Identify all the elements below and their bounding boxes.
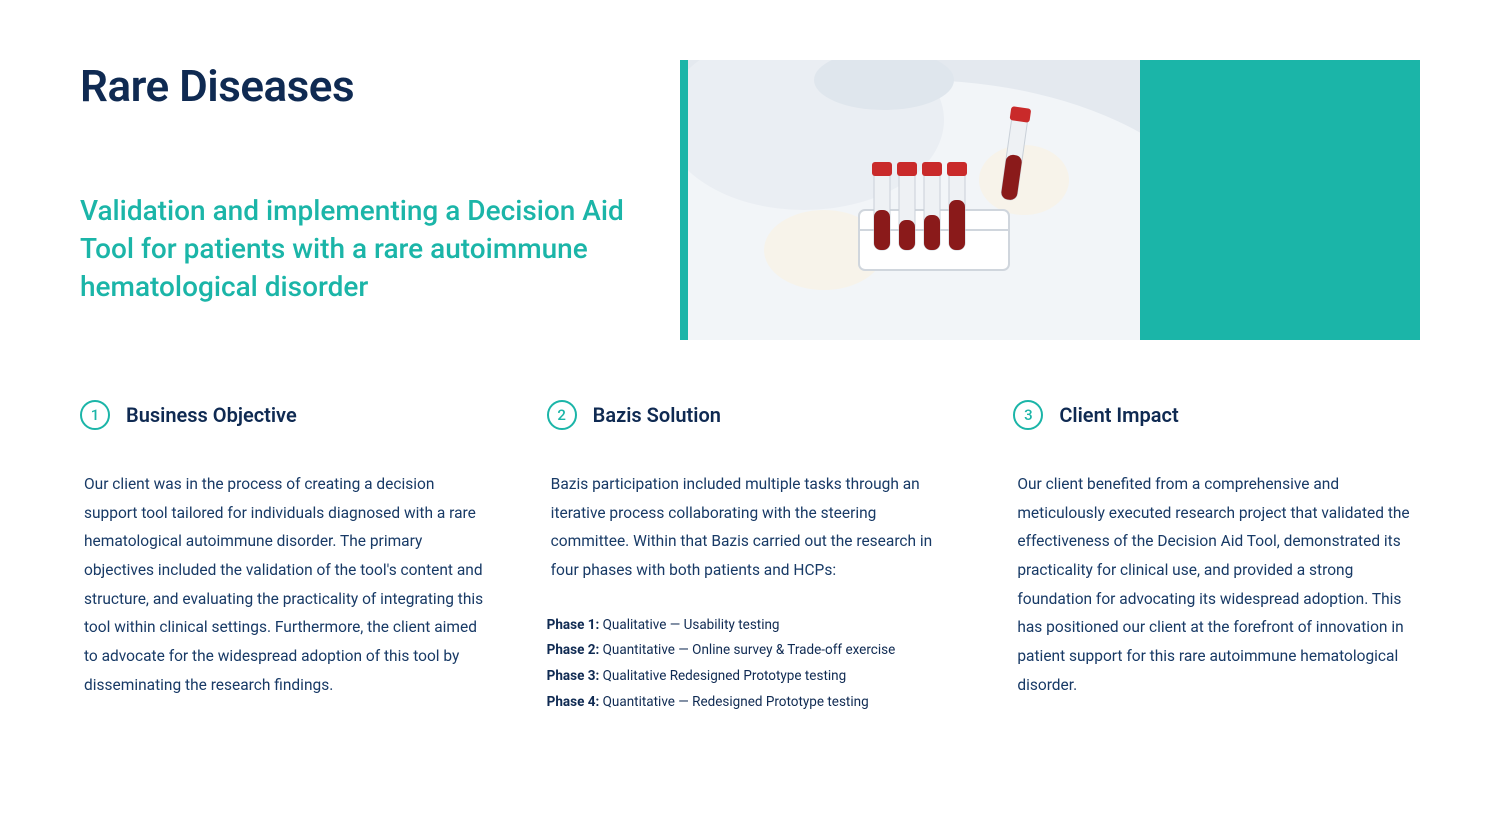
column-business-objective: 1 Business Objective Our client was in t… — [80, 400, 487, 715]
column-bazis-solution: 2 Bazis Solution Bazis participation inc… — [547, 400, 954, 715]
column-title: Business Objective — [126, 403, 297, 427]
hero-accent-block — [1140, 60, 1420, 340]
lab-tubes-illustration — [688, 60, 1140, 340]
badge-number: 2 — [547, 400, 577, 430]
page-title: Rare Diseases — [80, 60, 640, 112]
columns-row: 1 Business Objective Our client was in t… — [80, 400, 1420, 715]
column-body: Our client was in the process of creatin… — [80, 470, 487, 699]
column-title: Bazis Solution — [593, 403, 721, 427]
phase-item: Phase 1: Qualitative — Usability testing — [547, 613, 954, 639]
badge-number: 3 — [1013, 400, 1043, 430]
phase-item: Phase 4: Quantitative — Redesigned Proto… — [547, 690, 954, 716]
hero-photo — [680, 60, 1140, 340]
column-title: Client Impact — [1059, 403, 1178, 427]
column-body: Our client benefited from a comprehensiv… — [1013, 470, 1420, 699]
hero-image — [680, 60, 1420, 340]
page-subtitle: Validation and implementing a Decision A… — [80, 192, 640, 305]
phases-list: Phase 1: Qualitative — Usability testing… — [547, 613, 954, 716]
phase-item: Phase 2: Quantitative — Online survey & … — [547, 638, 954, 664]
badge-number: 1 — [80, 400, 110, 430]
column-body: Bazis participation included multiple ta… — [547, 470, 954, 585]
column-client-impact: 3 Client Impact Our client benefited fro… — [1013, 400, 1420, 715]
phase-item: Phase 3: Qualitative Redesigned Prototyp… — [547, 664, 954, 690]
